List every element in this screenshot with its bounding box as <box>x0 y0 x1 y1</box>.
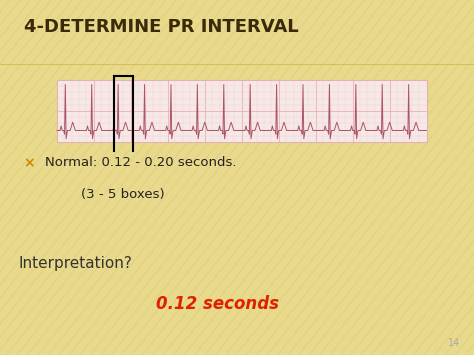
Text: 4-DETERMINE PR INTERVAL: 4-DETERMINE PR INTERVAL <box>24 18 298 36</box>
Text: Normal: 0.12 - 0.20 seconds.: Normal: 0.12 - 0.20 seconds. <box>45 156 237 169</box>
Bar <box>57 80 427 142</box>
Text: (3 - 5 boxes): (3 - 5 boxes) <box>81 188 164 201</box>
Text: ×: × <box>24 156 36 170</box>
Text: Interpretation?: Interpretation? <box>19 256 133 271</box>
Text: 0.12 seconds: 0.12 seconds <box>156 295 279 313</box>
Text: 14: 14 <box>447 338 460 348</box>
